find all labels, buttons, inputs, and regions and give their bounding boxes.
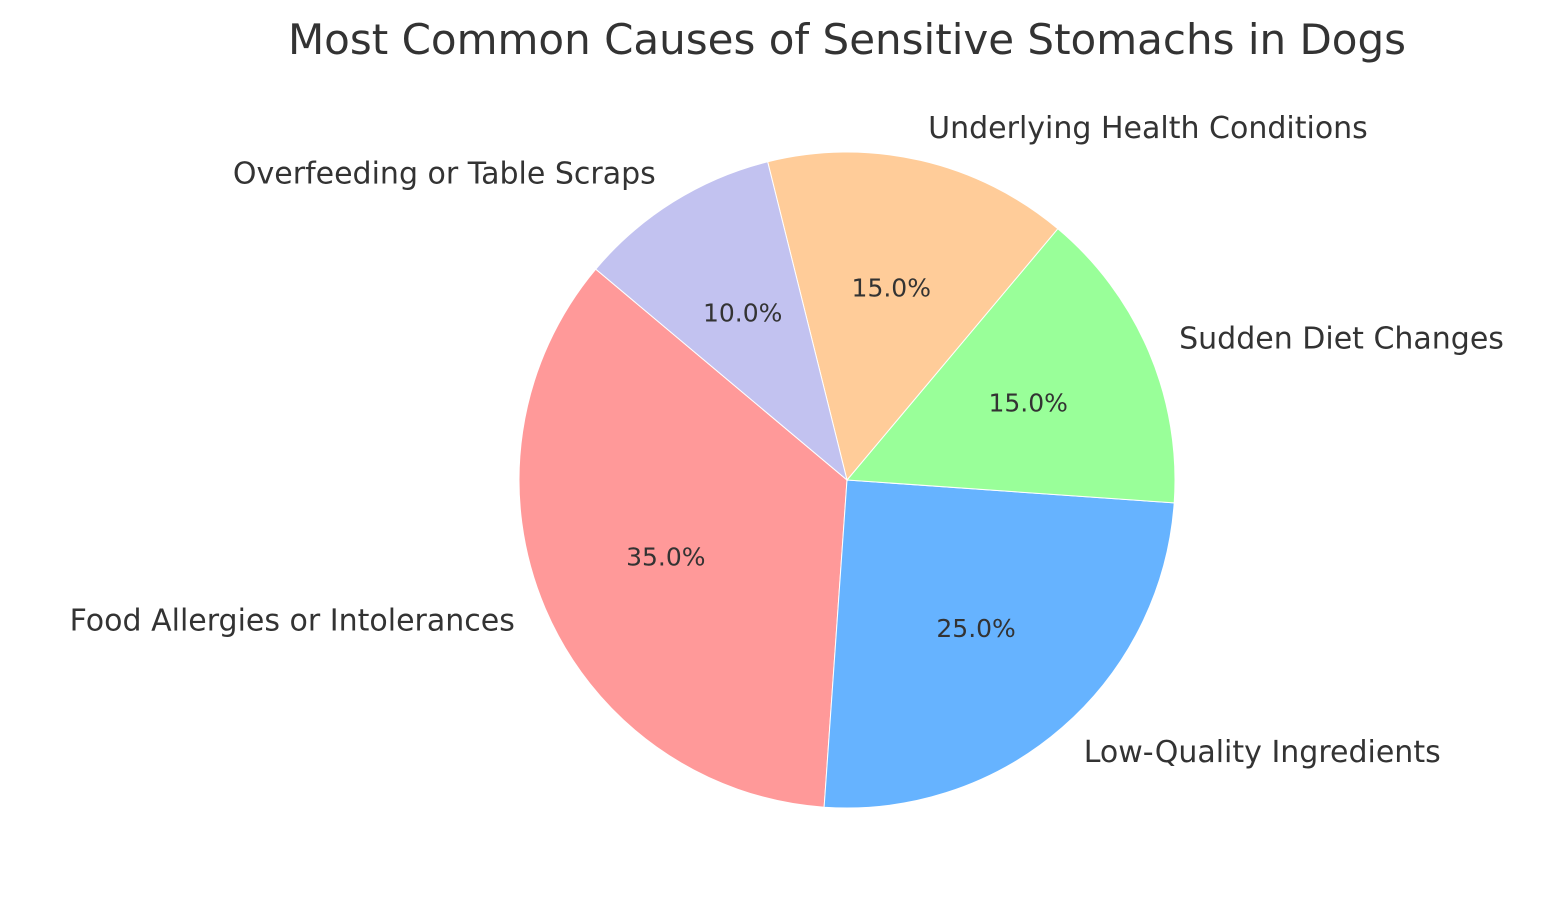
pie-slice (823, 479, 1175, 809)
slice-category-label: Food Allergies or Intolerances (70, 603, 515, 638)
slices-layer (518, 151, 1176, 809)
pie-slice (518, 268, 848, 808)
slice-category-label: Underlying Health Conditions (928, 111, 1368, 146)
slice-category-label: Sudden Diet Changes (1179, 322, 1504, 357)
pie-slice (767, 151, 1059, 482)
labels-layer: 35.0% Food Allergies or Intolerances 25.0%… (70, 111, 1504, 770)
pie-slice (595, 161, 848, 482)
slice-category-label: Low-Quality Ingredients (1084, 735, 1441, 770)
slice-category-label: Overfeeding or Table Scraps (233, 157, 656, 192)
slice-percentage-label: 15.0% (852, 274, 931, 303)
slice-percentage-label: 25.0% (936, 614, 1015, 643)
slice-percentage-label: 10.0% (703, 299, 782, 328)
chart-title: Most Common Causes of Sensitive Stomachs… (288, 15, 1406, 64)
slice-percentage-label: 15.0% (988, 389, 1067, 418)
pie-slice (845, 228, 1176, 504)
slice-percentage-label: 35.0% (626, 542, 705, 571)
